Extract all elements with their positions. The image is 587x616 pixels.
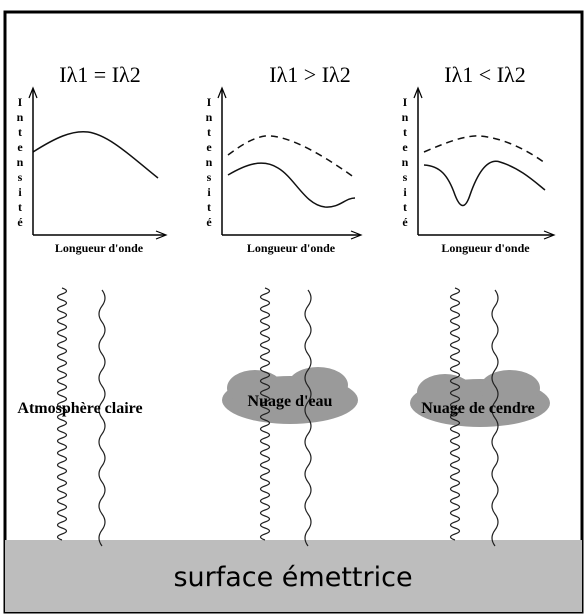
frame bbox=[3, 10, 584, 614]
curve bbox=[32, 130, 159, 179]
cloud bbox=[288, 367, 348, 403]
x-axis-label: Longueur d'onde bbox=[441, 241, 530, 255]
scene-label: Nuage d'eau bbox=[248, 393, 333, 410]
wave-long bbox=[304, 289, 312, 547]
surface-label: surface émettrice bbox=[173, 562, 412, 593]
panel-title: Iλ1 < Iλ2 bbox=[444, 62, 525, 87]
arrow bbox=[413, 86, 423, 99]
wave-long bbox=[491, 289, 499, 547]
panel-title: Iλ1 = Iλ2 bbox=[59, 62, 140, 87]
curve bbox=[227, 162, 356, 208]
wave-short bbox=[259, 287, 271, 541]
wave-short bbox=[56, 287, 68, 541]
arrow bbox=[217, 86, 227, 99]
cloud bbox=[227, 370, 283, 406]
arrow bbox=[350, 230, 363, 240]
curve bbox=[423, 160, 546, 207]
curves bbox=[32, 130, 546, 208]
surface bbox=[5, 540, 582, 612]
y-axis-label: Intensité bbox=[398, 95, 412, 230]
y-axis-label: Intensité bbox=[202, 95, 216, 230]
cloud bbox=[417, 374, 473, 410]
curve-dashed bbox=[227, 135, 356, 179]
cloud bbox=[480, 370, 540, 406]
arrow bbox=[155, 230, 168, 240]
arrow bbox=[28, 86, 38, 99]
panels: Iλ1 = Iλ2 Intensité Longueur d'onde Atmosph… bbox=[13, 62, 556, 417]
scene-label: Atmosphère claire bbox=[17, 400, 142, 417]
panel-title: Iλ1 > Iλ2 bbox=[269, 62, 350, 87]
wave-short bbox=[449, 287, 461, 541]
y-axis-label: Intensité bbox=[13, 95, 27, 230]
clouds bbox=[222, 367, 550, 427]
curve-dashed bbox=[423, 135, 546, 164]
x-axis-label: Longueur d'onde bbox=[55, 241, 144, 255]
x-axis-label: Longueur d'onde bbox=[247, 241, 336, 255]
arrow bbox=[543, 230, 556, 240]
wave-long bbox=[98, 289, 106, 547]
waves bbox=[56, 287, 499, 547]
scene-label: Nuage de cendre bbox=[421, 400, 534, 417]
